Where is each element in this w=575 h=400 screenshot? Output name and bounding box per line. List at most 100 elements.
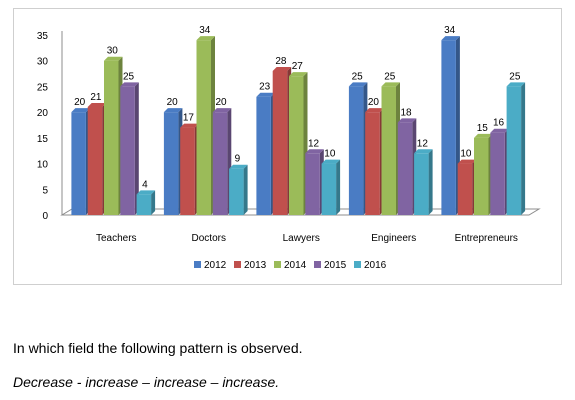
bar-top xyxy=(104,56,123,61)
legend-label: 2013 xyxy=(244,260,267,271)
bar-top xyxy=(365,108,384,113)
data-label: 16 xyxy=(493,118,505,129)
data-label: 15 xyxy=(477,123,489,134)
x-tick-label: Teachers xyxy=(96,233,137,244)
data-label: 20 xyxy=(74,97,86,108)
bar xyxy=(229,168,244,215)
data-label: 23 xyxy=(259,82,271,93)
legend: 2012 2013 2014 2015 2016 xyxy=(194,260,387,271)
data-label: 27 xyxy=(292,61,304,72)
legend-label: 2016 xyxy=(364,260,387,271)
bar-top xyxy=(196,36,215,41)
legend-label: 2012 xyxy=(204,260,227,271)
bar xyxy=(256,96,271,215)
bar xyxy=(397,122,413,215)
x-tick-label: Doctors xyxy=(192,233,226,244)
x-axis: Teachers Doctors Lawyers Engineers Entrepren… xyxy=(96,233,518,244)
legend-swatch xyxy=(274,261,281,268)
chart-container: 0 5 10 15 20 25 30 35 20 21 30 25 4 20 17 34 20 9 23 28 27 1… xyxy=(13,8,562,285)
data-label: 9 xyxy=(235,154,241,165)
y-tick-label: 25 xyxy=(37,82,49,93)
bar xyxy=(474,137,489,215)
data-label: 20 xyxy=(167,97,179,108)
bar xyxy=(180,127,195,215)
bar-top xyxy=(212,108,232,113)
bar xyxy=(381,86,396,215)
y-axis: 0 5 10 15 20 25 30 35 xyxy=(37,31,49,222)
bar xyxy=(136,194,152,215)
legend-swatch xyxy=(314,261,321,268)
bar-top xyxy=(289,72,308,77)
bar xyxy=(289,76,304,216)
data-label: 25 xyxy=(352,71,364,82)
bar xyxy=(196,40,211,216)
data-label: 25 xyxy=(509,71,521,82)
bar-chart: 0 5 10 15 20 25 30 35 20 21 30 25 4 20 17 34 20 9 23 28 27 1… xyxy=(37,25,541,271)
bar xyxy=(490,132,505,215)
data-label: 34 xyxy=(199,25,211,36)
legend-label: 2015 xyxy=(324,260,347,271)
bar-top xyxy=(272,67,292,71)
bar-top xyxy=(120,82,139,87)
bar-top xyxy=(474,133,493,138)
data-label: 4 xyxy=(142,179,148,190)
x-tick-label: Lawyers xyxy=(283,233,320,244)
y-tick-label: 5 xyxy=(42,185,48,196)
data-label: 30 xyxy=(107,46,119,57)
data-label: 21 xyxy=(90,92,102,103)
data-label: 20 xyxy=(368,97,380,108)
bar-top xyxy=(180,123,199,128)
bar-top xyxy=(397,118,417,123)
bar-top xyxy=(256,92,275,97)
bar-top xyxy=(457,159,477,164)
y-tick-label: 30 xyxy=(37,57,49,68)
legend-swatch xyxy=(354,261,361,268)
data-label: 20 xyxy=(215,97,227,108)
bar xyxy=(71,112,86,215)
bar-top xyxy=(381,82,400,87)
bar-top xyxy=(321,159,341,164)
bar xyxy=(272,71,288,215)
bar-top xyxy=(229,164,248,169)
bar xyxy=(104,60,119,215)
data-label: 28 xyxy=(275,56,287,67)
bar-top xyxy=(490,128,509,133)
bar xyxy=(321,163,337,215)
bar-top xyxy=(163,108,183,113)
bar-side xyxy=(336,159,341,215)
data-label: 12 xyxy=(308,138,320,149)
bar xyxy=(163,112,179,215)
bar xyxy=(348,86,364,215)
bar-side xyxy=(428,149,433,215)
bar xyxy=(441,40,456,216)
y-tick-label: 15 xyxy=(37,134,49,145)
legend-swatch xyxy=(234,261,241,268)
x-tick-label: Entrepreneurs xyxy=(455,233,518,244)
bar-top xyxy=(441,36,460,41)
data-label: 10 xyxy=(460,149,472,160)
bar-top xyxy=(414,149,433,154)
bar-top xyxy=(305,149,324,154)
bar xyxy=(87,107,103,215)
bar xyxy=(457,163,473,215)
bar-top xyxy=(136,190,156,195)
data-label: 34 xyxy=(444,25,456,36)
bar xyxy=(365,112,380,215)
bar-side xyxy=(243,164,248,215)
pattern-text: Decrease - increase – increase – increas… xyxy=(13,374,280,390)
y-tick-label: 10 xyxy=(37,160,49,171)
bar-side xyxy=(521,82,526,215)
bar-top xyxy=(506,82,526,87)
y-tick-label: 0 xyxy=(42,211,48,222)
bar xyxy=(414,153,429,215)
bar xyxy=(305,153,320,215)
data-label: 25 xyxy=(123,71,135,82)
bar-top xyxy=(348,82,368,87)
bar-top xyxy=(71,108,90,113)
y-tick-label: 20 xyxy=(37,108,49,119)
y-tick-label: 35 xyxy=(37,31,49,42)
bar-side xyxy=(134,82,139,215)
bar xyxy=(120,86,135,215)
bar-side xyxy=(151,190,156,215)
data-labels: 20 21 30 25 4 20 17 34 20 9 23 28 27 12 10 25 20 25 18 12 34… xyxy=(74,25,521,190)
